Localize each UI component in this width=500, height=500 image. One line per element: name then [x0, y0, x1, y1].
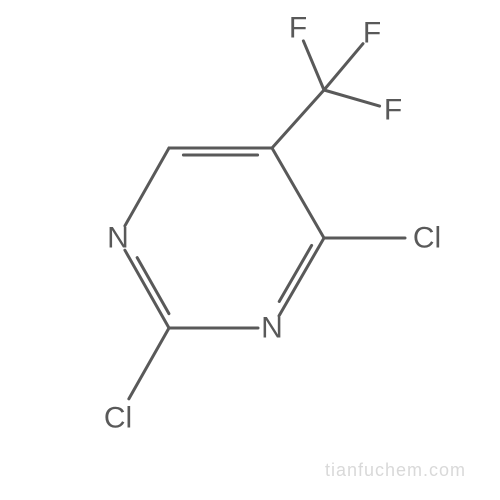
atom-label-f2: F	[363, 17, 381, 50]
atom-label-f3: F	[384, 94, 402, 127]
atom-label-cl4: Cl	[413, 222, 441, 255]
atom-label-n1: N	[107, 222, 129, 255]
molecule-svg: N N Cl Cl F F F	[0, 0, 500, 500]
atom-label-f1: F	[289, 12, 307, 45]
molecule-figure: { "canvas": { "width": 500, "height": 50…	[0, 0, 500, 500]
atom-label-cl2: Cl	[104, 402, 132, 435]
atom-label-n3: N	[261, 312, 283, 345]
watermark-text: tianfuchem.com	[325, 460, 466, 481]
